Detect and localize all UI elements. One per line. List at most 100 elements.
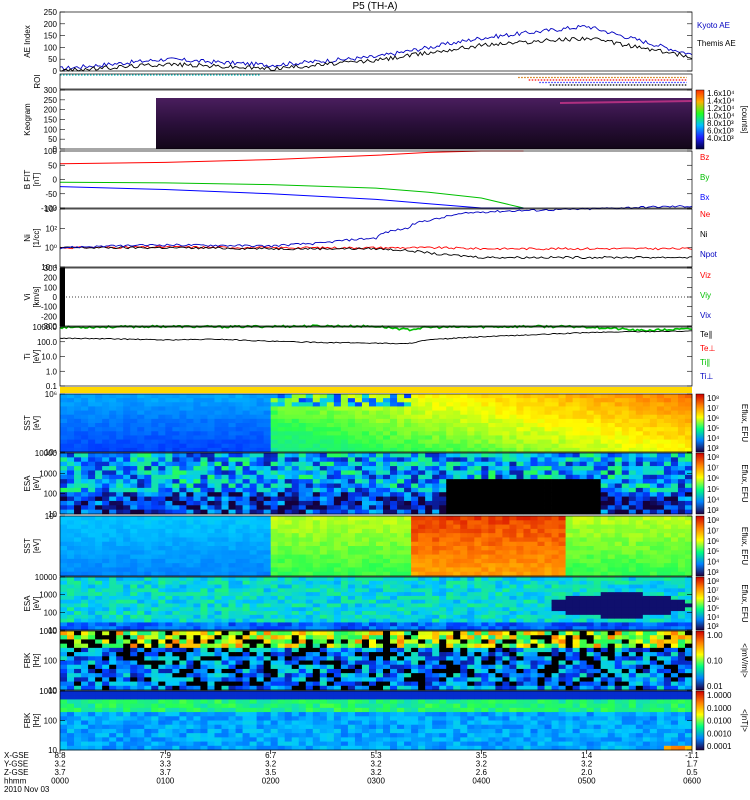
spectrogram-cell	[67, 466, 75, 471]
spectrogram-cell	[200, 492, 208, 497]
spectrogram-cell	[593, 431, 602, 436]
spectrogram-cell	[600, 431, 609, 436]
spectrogram-cell	[312, 470, 321, 476]
spectrogram-cell	[551, 414, 559, 420]
spectrogram-cell	[81, 580, 89, 585]
spectrogram-cell	[593, 567, 602, 573]
spectrogram-cell	[628, 524, 637, 530]
spectrogram-cell	[221, 622, 229, 627]
spectrogram-cell	[158, 406, 166, 411]
spectrogram-cell	[144, 474, 152, 480]
spectrogram-cell	[249, 554, 258, 560]
spectrogram-cell	[249, 505, 258, 511]
spectrogram-cell	[656, 492, 665, 497]
spectrogram-cell	[319, 435, 328, 440]
spectrogram-cell	[397, 443, 405, 449]
spectrogram-cell	[305, 423, 314, 428]
spectrogram-cell	[200, 453, 208, 458]
spectrogram-cell	[291, 516, 300, 521]
spectrogram-cell	[460, 563, 468, 568]
spectrogram-cell	[495, 520, 503, 525]
spectrogram-cell	[235, 595, 243, 601]
spectrogram-cell	[291, 520, 300, 525]
spectrogram-cell	[368, 402, 377, 407]
spectrogram-cell	[516, 435, 524, 440]
spectrogram-cell	[228, 626, 236, 631]
spectrogram-cell	[376, 406, 384, 411]
spectrogram-cell	[537, 607, 545, 612]
spectrogram-cell	[95, 541, 103, 547]
spectrogram-cell	[312, 599, 321, 604]
spectrogram-cell	[249, 500, 258, 506]
spectrogram-cell	[404, 457, 412, 463]
spectrogram-cell	[354, 483, 363, 489]
spectrogram-cell	[165, 474, 173, 480]
spectrogram-cell	[200, 571, 208, 577]
spectrogram-cell	[418, 584, 426, 589]
spectrogram-cell	[256, 447, 265, 453]
spectrogram-cell	[347, 554, 356, 560]
colorbar-tick-label: 10⁷	[707, 464, 719, 473]
spectrogram-cell	[165, 611, 173, 616]
spectrogram-cell	[249, 607, 258, 612]
spectrogram-cell	[509, 461, 517, 467]
spectrogram-cell	[677, 509, 686, 515]
spectrogram-cell	[109, 398, 117, 403]
spectrogram-cell	[474, 614, 482, 620]
spectrogram-cell	[326, 406, 335, 411]
spectrogram-cell	[95, 402, 103, 407]
spectrogram-cell	[284, 567, 293, 573]
spectrogram-cell	[130, 479, 138, 484]
spectrogram-cell	[376, 453, 384, 458]
spectrogram-cell	[277, 577, 286, 582]
spectrogram-cell	[663, 414, 672, 420]
spectrogram-cell	[242, 558, 250, 564]
spectrogram-cell	[621, 443, 630, 449]
spectrogram-cell	[530, 418, 538, 424]
spectrogram-cell	[130, 622, 138, 627]
spectrogram-cell	[474, 588, 482, 593]
spectrogram-cell	[151, 402, 159, 407]
spectrogram-cell	[354, 398, 363, 403]
spectrogram-cell	[333, 558, 342, 564]
spectrogram-cell	[404, 599, 412, 604]
spectrogram-cell	[607, 492, 616, 497]
spectrogram-cell	[228, 528, 236, 534]
spectrogram-cell	[368, 483, 377, 489]
spectrogram-cell	[453, 558, 461, 564]
spectrogram-cell	[411, 435, 419, 440]
spectrogram-cell	[628, 546, 637, 551]
spectrogram-cell	[509, 607, 517, 612]
spectrogram-cell	[586, 571, 595, 577]
spectrogram-cell	[684, 423, 693, 428]
spectrogram-cell	[684, 431, 693, 436]
spectrogram-cell	[200, 479, 208, 484]
spectrogram-cell	[67, 595, 75, 601]
spectrogram-cell	[263, 599, 272, 604]
spectrogram-cell	[460, 611, 468, 616]
spectrogram-cell	[572, 474, 581, 480]
spectrogram-cell	[277, 580, 286, 585]
spectrogram-cell	[368, 509, 377, 515]
spectrogram-cell	[130, 466, 138, 471]
spectrogram-cell	[179, 398, 187, 403]
spectrogram-cell	[607, 418, 616, 424]
spectrogram-cell	[60, 427, 68, 432]
spectrogram-cell	[656, 571, 665, 577]
spectrogram-cell	[628, 439, 637, 445]
spectrogram-cell	[354, 516, 363, 521]
b-field-line	[59, 186, 524, 209]
spectrogram-cell	[291, 406, 300, 411]
spectrogram-cell	[558, 505, 566, 511]
spectrogram-cell	[249, 563, 258, 568]
spectrogram-cell	[656, 550, 665, 555]
spectrogram-cell	[312, 439, 321, 445]
spectrogram-cell	[270, 509, 279, 515]
spectrogram-cell	[446, 466, 454, 471]
spectrogram-cell	[663, 487, 672, 493]
spectrogram-cell	[425, 599, 433, 604]
spectrogram-cell	[551, 427, 559, 432]
spectrogram-cell	[256, 509, 265, 515]
spectrogram-cell	[109, 599, 117, 604]
spectrogram-cell	[614, 470, 623, 476]
